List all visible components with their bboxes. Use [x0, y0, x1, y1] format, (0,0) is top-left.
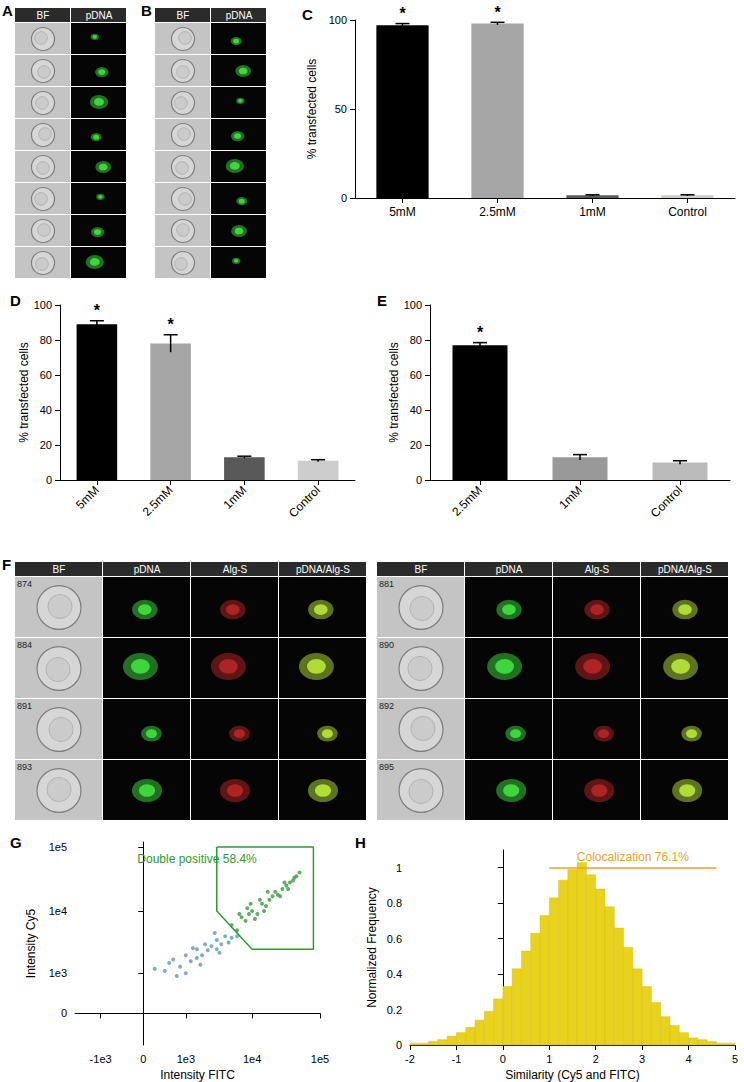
svg-text:Normalized Frequency: Normalized Frequency — [365, 887, 379, 1008]
svg-text:1mM: 1mM — [221, 483, 250, 512]
svg-text:% transfected cells: % transfected cells — [17, 342, 31, 443]
svg-text:H: H — [355, 834, 366, 851]
svg-text:pDNA/Alg-S: pDNA/Alg-S — [658, 564, 712, 575]
svg-text:pDNA: pDNA — [86, 10, 113, 21]
svg-text:Control: Control — [286, 483, 323, 520]
svg-text:1e5: 1e5 — [311, 1053, 329, 1065]
svg-text:BF: BF — [177, 10, 190, 21]
svg-text:1e5: 1e5 — [49, 841, 67, 853]
svg-text:1: 1 — [546, 1053, 552, 1065]
svg-text:BF: BF — [415, 564, 428, 575]
svg-text:5mM: 5mM — [73, 483, 102, 512]
svg-text:A: A — [2, 2, 13, 19]
svg-text:E: E — [377, 292, 387, 309]
svg-text:0.6: 0.6 — [387, 933, 402, 945]
svg-text:1mM: 1mM — [579, 205, 606, 219]
svg-text:100: 100 — [329, 14, 347, 26]
svg-text:-1: -1 — [452, 1053, 462, 1065]
svg-text:0: 0 — [341, 192, 347, 204]
svg-text:pDNA: pDNA — [134, 564, 161, 575]
svg-text:20: 20 — [40, 439, 52, 451]
svg-text:1e4: 1e4 — [243, 1053, 261, 1065]
svg-text:3: 3 — [639, 1053, 645, 1065]
svg-text:Alg-S: Alg-S — [585, 564, 610, 575]
svg-text:C: C — [302, 6, 313, 23]
svg-text:% transfected cells: % transfected cells — [305, 59, 319, 160]
svg-text:pDNA: pDNA — [496, 564, 523, 575]
svg-text:Alg-S: Alg-S — [223, 564, 248, 575]
svg-text:80: 80 — [40, 334, 52, 346]
svg-text:BF: BF — [37, 10, 50, 21]
svg-text:Colocalization 76.1%: Colocalization 76.1% — [577, 850, 689, 864]
svg-text:80: 80 — [410, 334, 422, 346]
svg-text:890: 890 — [379, 640, 394, 650]
svg-text:100: 100 — [404, 299, 422, 311]
svg-text:Double positive 58.4%: Double positive 58.4% — [137, 852, 257, 866]
svg-text:Intensity Cy5: Intensity Cy5 — [24, 908, 38, 978]
svg-text:892: 892 — [379, 701, 394, 711]
svg-text:0: 0 — [396, 1039, 402, 1051]
svg-text:1e3: 1e3 — [177, 1053, 195, 1065]
svg-text:0.8: 0.8 — [387, 897, 402, 909]
svg-text:Similarity (Cy5 and FITC): Similarity (Cy5 and FITC) — [505, 1068, 640, 1082]
svg-text:881: 881 — [379, 579, 394, 589]
svg-text:895: 895 — [379, 762, 394, 772]
svg-text:*: * — [94, 302, 101, 319]
svg-text:100: 100 — [34, 299, 52, 311]
svg-text:40: 40 — [40, 404, 52, 416]
svg-text:G: G — [10, 834, 22, 851]
svg-text:884: 884 — [17, 640, 32, 650]
svg-text:*: * — [168, 316, 175, 333]
svg-text:D: D — [10, 292, 21, 309]
svg-text:2.5mM: 2.5mM — [479, 205, 516, 219]
svg-text:2: 2 — [593, 1053, 599, 1065]
svg-text:Intensity FITC: Intensity FITC — [160, 1068, 235, 1082]
svg-text:0: 0 — [46, 474, 52, 486]
svg-text:0.2: 0.2 — [387, 1004, 402, 1016]
svg-text:*: * — [477, 324, 484, 341]
svg-text:20: 20 — [410, 439, 422, 451]
svg-text:40: 40 — [410, 404, 422, 416]
svg-text:891: 891 — [17, 701, 32, 711]
svg-text:5: 5 — [732, 1053, 738, 1065]
svg-text:60: 60 — [40, 369, 52, 381]
svg-text:Control: Control — [668, 205, 707, 219]
svg-text:874: 874 — [17, 579, 32, 589]
svg-text:60: 60 — [410, 369, 422, 381]
svg-text:50: 50 — [335, 103, 347, 115]
svg-text:1e3: 1e3 — [49, 967, 67, 979]
svg-text:5mM: 5mM — [389, 205, 416, 219]
svg-text:4: 4 — [686, 1053, 692, 1065]
svg-text:0: 0 — [61, 1007, 67, 1019]
svg-text:0.4: 0.4 — [387, 968, 402, 980]
svg-text:1: 1 — [396, 862, 402, 874]
svg-text:pDNA/Alg-S: pDNA/Alg-S — [296, 564, 350, 575]
svg-text:B: B — [141, 2, 152, 19]
svg-text:2.5mM: 2.5mM — [449, 483, 485, 519]
svg-text:-2: -2 — [405, 1053, 415, 1065]
svg-text:2.5mM: 2.5mM — [140, 483, 176, 519]
svg-text:BF: BF — [53, 564, 66, 575]
svg-text:-1e3: -1e3 — [90, 1053, 112, 1065]
svg-text:pDNA: pDNA — [226, 10, 253, 21]
svg-text:893: 893 — [17, 762, 32, 772]
svg-text:0: 0 — [140, 1053, 146, 1065]
svg-text:% transfected cells: % transfected cells — [387, 342, 401, 443]
svg-text:Control: Control — [648, 483, 685, 520]
svg-text:*: * — [399, 5, 406, 22]
svg-text:0: 0 — [416, 474, 422, 486]
svg-text:F: F — [2, 556, 11, 573]
svg-text:1e4: 1e4 — [49, 905, 67, 917]
svg-text:0: 0 — [500, 1053, 506, 1065]
svg-text:1mM: 1mM — [556, 483, 585, 512]
svg-text:*: * — [494, 4, 501, 21]
